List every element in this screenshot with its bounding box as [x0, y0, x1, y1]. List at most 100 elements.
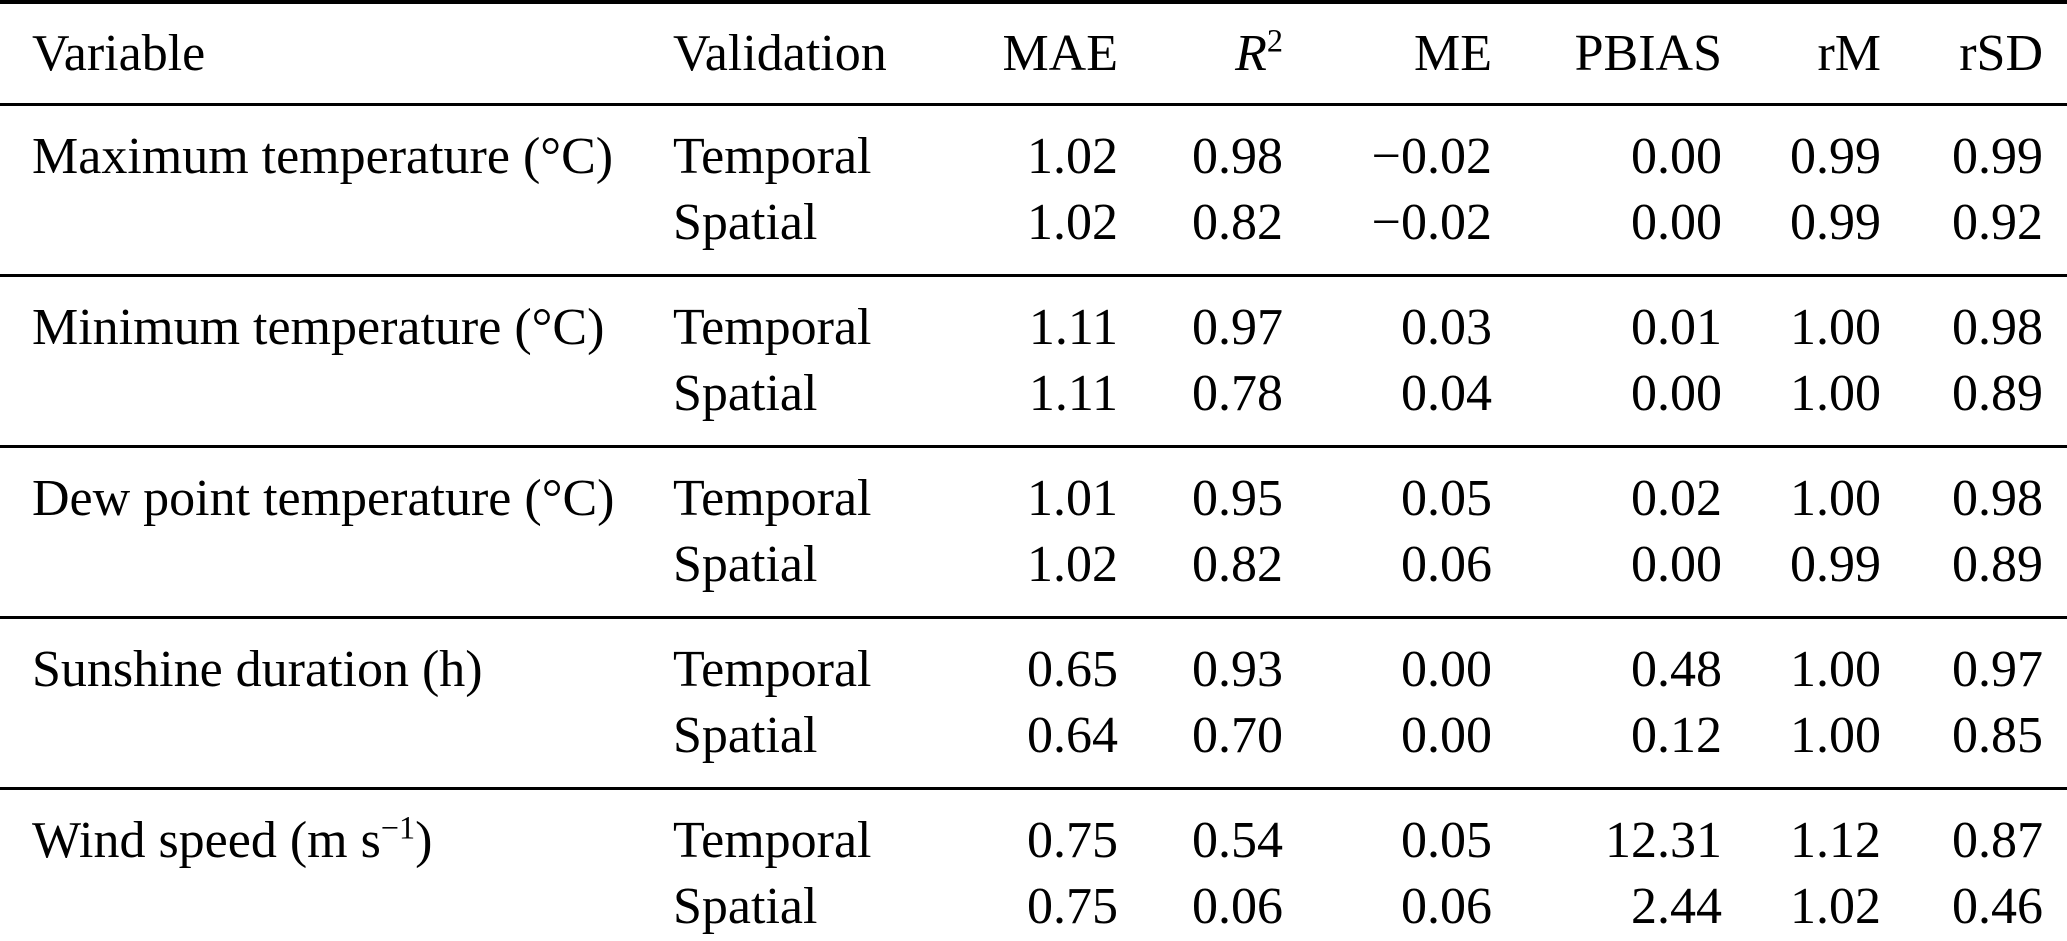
- rsd-cell: 0.99: [1952, 128, 2043, 185]
- me-cell: 0.05: [1401, 812, 1492, 869]
- validation-cell: Spatial: [673, 536, 818, 593]
- variable-superscript: −1: [380, 809, 416, 846]
- rsd-cell: 0.92: [1952, 194, 2043, 251]
- pbias-cell: 2.44: [1631, 878, 1722, 935]
- pbias-cell: 0.00: [1631, 365, 1722, 422]
- col-header-rsd: rSD: [1881, 2, 2067, 106]
- rsd-cell: 0.97: [1952, 641, 2043, 698]
- group-maximum-temperature: Maximum temperature (°C) Temporal 1.02 0…: [0, 104, 2067, 276]
- variable-cell: Sunshine duration (h): [0, 618, 673, 704]
- col-header-pbias: PBIAS: [1492, 2, 1722, 106]
- variable-cell-empty: [0, 874, 673, 941]
- variable-cell: Maximum temperature (°C): [0, 105, 673, 191]
- variable-label: Dew point temperature (°C): [32, 470, 615, 527]
- pbias-cell: 0.00: [1631, 536, 1722, 593]
- variable-cell-empty: [0, 532, 673, 618]
- validation-cell: Temporal: [673, 470, 872, 527]
- col-header-rm: rM: [1722, 2, 1881, 106]
- rsd-cell: 0.98: [1952, 299, 2043, 356]
- rm-cell: 1.02: [1790, 878, 1881, 935]
- col-header-variable: Variable: [0, 2, 673, 106]
- group-dew-point-temperature: Dew point temperature (°C) Temporal 1.01…: [0, 446, 2067, 618]
- r2-cell: 0.82: [1192, 536, 1283, 593]
- rsd-cell: 0.89: [1952, 536, 2043, 593]
- mae-cell: 1.02: [1027, 536, 1118, 593]
- mae-cell: 1.02: [1027, 128, 1118, 185]
- me-cell: 0.00: [1401, 641, 1492, 698]
- table-row: Minimum temperature (°C) Temporal 1.11 0…: [0, 276, 2067, 362]
- variable-label: Sunshine duration (h): [32, 641, 483, 698]
- table-header: Variable Validation MAE R2 ME PBIAS rM r…: [0, 2, 2067, 106]
- r2-cell: 0.78: [1192, 365, 1283, 422]
- col-header-me: ME: [1283, 2, 1492, 106]
- variable-cell-empty: [0, 703, 673, 789]
- me-cell: 0.06: [1401, 878, 1492, 935]
- me-cell: 0.05: [1401, 470, 1492, 527]
- col-header-r2: R2: [1118, 2, 1283, 106]
- variable-cell-empty: [0, 190, 673, 276]
- mae-cell: 0.75: [1027, 878, 1118, 935]
- validation-cell: Temporal: [673, 641, 872, 698]
- mae-cell: 0.65: [1027, 641, 1118, 698]
- header-row: Variable Validation MAE R2 ME PBIAS rM r…: [0, 2, 2067, 106]
- pbias-cell: 0.12: [1631, 707, 1722, 764]
- rm-cell: 0.99: [1790, 536, 1881, 593]
- mae-cell: 1.02: [1027, 194, 1118, 251]
- pbias-cell: 0.02: [1631, 470, 1722, 527]
- table-row: Dew point temperature (°C) Temporal 1.01…: [0, 447, 2067, 533]
- mae-cell: 0.64: [1027, 707, 1118, 764]
- rsd-cell: 0.98: [1952, 470, 2043, 527]
- table-row: Spatial 1.11 0.78 0.04 0.00 1.00 0.89: [0, 361, 2067, 447]
- validation-cell: Spatial: [673, 194, 818, 251]
- table-row: Sunshine duration (h) Temporal 0.65 0.93…: [0, 618, 2067, 704]
- validation-cell: Spatial: [673, 707, 818, 764]
- mae-cell: 1.01: [1027, 470, 1118, 527]
- me-cell: −0.02: [1371, 128, 1492, 185]
- rm-cell: 0.99: [1790, 128, 1881, 185]
- r2-cell: 0.98: [1192, 128, 1283, 185]
- table-row: Maximum temperature (°C) Temporal 1.02 0…: [0, 105, 2067, 191]
- pbias-cell: 0.00: [1631, 128, 1722, 185]
- col-header-validation: Validation: [673, 2, 973, 106]
- r2-exponent: 2: [1266, 22, 1283, 59]
- col-header-mae: MAE: [973, 2, 1118, 106]
- group-wind-speed: Wind speed (m s−1) Temporal 0.75 0.54 0.…: [0, 788, 2067, 941]
- group-minimum-temperature: Minimum temperature (°C) Temporal 1.11 0…: [0, 275, 2067, 447]
- table-row: Spatial 0.75 0.06 0.06 2.44 1.02 0.46: [0, 874, 2067, 941]
- validation-cell: Spatial: [673, 878, 818, 935]
- pbias-cell: 0.00: [1631, 194, 1722, 251]
- validation-cell: Spatial: [673, 365, 818, 422]
- mae-cell: 1.11: [1028, 299, 1118, 356]
- r2-cell: 0.97: [1192, 299, 1283, 356]
- rm-cell: 1.00: [1790, 365, 1881, 422]
- variable-label: Wind speed (m s: [32, 812, 381, 869]
- r2-symbol: R: [1235, 24, 1267, 82]
- group-sunshine-duration: Sunshine duration (h) Temporal 0.65 0.93…: [0, 617, 2067, 789]
- rm-cell: 1.00: [1790, 707, 1881, 764]
- rm-cell: 1.00: [1790, 299, 1881, 356]
- me-cell: 0.06: [1401, 536, 1492, 593]
- validation-cell: Temporal: [673, 128, 872, 185]
- rsd-cell: 0.89: [1952, 365, 2043, 422]
- mae-cell: 1.11: [1028, 365, 1118, 422]
- validation-cell: Temporal: [673, 299, 872, 356]
- table-row: Spatial 0.64 0.70 0.00 0.12 1.00 0.85: [0, 703, 2067, 789]
- me-cell: 0.04: [1401, 365, 1492, 422]
- rm-cell: 1.00: [1790, 470, 1881, 527]
- me-cell: −0.02: [1371, 194, 1492, 251]
- r2-cell: 0.54: [1192, 812, 1283, 869]
- variable-label: Minimum temperature (°C): [32, 299, 605, 356]
- rm-cell: 1.00: [1790, 641, 1881, 698]
- rsd-cell: 0.46: [1952, 878, 2043, 935]
- table-row: Wind speed (m s−1) Temporal 0.75 0.54 0.…: [0, 789, 2067, 875]
- pbias-cell: 12.31: [1605, 812, 1722, 869]
- me-cell: 0.00: [1401, 707, 1492, 764]
- table-row: Spatial 1.02 0.82 0.06 0.00 0.99 0.89: [0, 532, 2067, 618]
- rm-cell: 1.12: [1790, 812, 1881, 869]
- pbias-cell: 0.01: [1631, 299, 1722, 356]
- table-row: Spatial 1.02 0.82 −0.02 0.00 0.99 0.92: [0, 190, 2067, 276]
- r2-cell: 0.82: [1192, 194, 1283, 251]
- variable-cell-empty: [0, 361, 673, 447]
